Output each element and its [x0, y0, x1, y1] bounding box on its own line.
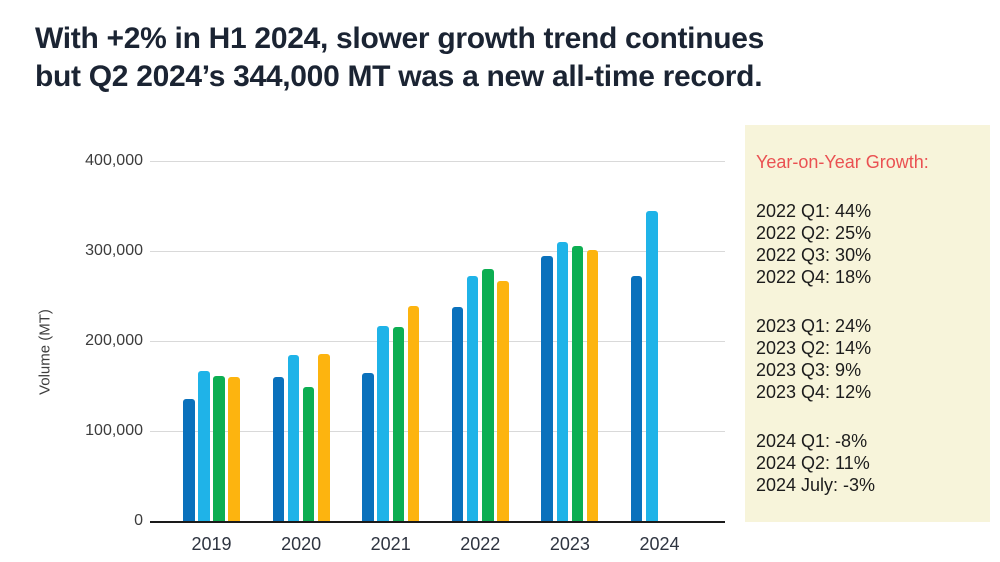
yoy-line: 2023 Q3: 9% [756, 360, 862, 380]
bar-slot [392, 161, 404, 521]
bar-2023-q4 [586, 250, 599, 521]
yoy-line: 2023 Q2: 14% [756, 338, 872, 358]
yoy-line: 2023 Q1: 24% [756, 316, 872, 336]
bar-2022-q3 [482, 269, 494, 521]
bar-2019-q3 [213, 376, 225, 521]
plot-area: 2019 2020 2021 2022 2023 2024 [150, 161, 725, 554]
bar-slot [661, 161, 673, 521]
bar-slot [571, 161, 584, 521]
bar-2019-q4 [228, 377, 240, 521]
bar-2023-q3 [571, 245, 584, 521]
y-tick-label: 200,000 [85, 332, 143, 349]
bar-groups: 2019 2020 2021 2022 2023 2024 [183, 161, 688, 554]
x-tick-label-2019: 2019 [191, 534, 232, 554]
yoy-line: 2024 July: -3% [756, 475, 876, 495]
bar-2021-q1 [362, 373, 374, 521]
gridline [150, 431, 725, 432]
yoy-line: 2022 Q4: 18% [756, 267, 872, 287]
x-tick-label-2022: 2022 [460, 534, 501, 554]
bar-group-2024: 2024 [630, 161, 688, 554]
bar-2020-q4 [318, 353, 330, 521]
yoy-line: 2023 Q4: 12% [756, 382, 872, 402]
bar-slot [407, 161, 420, 521]
bar-slot [451, 161, 464, 521]
yoy-line: 2024 Q1: -8% [756, 431, 868, 451]
yoy-line: 2024 Q2: 11% [756, 453, 870, 473]
bar-2024-q2 [646, 211, 658, 521]
page-title-line-2: but Q2 2024’s 344,000 MT was a new all-t… [35, 60, 763, 93]
bar-slot [541, 161, 553, 521]
yoy-group-2: 2024 Q1: -8% 2024 Q2: 11% 2024 July: -3% [756, 430, 982, 496]
growth-panel: Year-on-Year Growth: 2022 Q1: 44% 2022 Q2… [745, 125, 990, 522]
growth-panel-heading: Year-on-Year Growth: [756, 152, 929, 172]
bar-group-2022: 2022 [451, 161, 509, 554]
bar-group-2021: 2021 [362, 161, 420, 554]
bar-2022-q1 [451, 306, 464, 521]
growth-panel-groups: 2022 Q1: 44% 2022 Q2: 25% 2022 Q3: 30% 2022… [756, 200, 982, 496]
y-tick-label: 0 [134, 512, 143, 529]
bar-2024-q1 [630, 276, 643, 521]
bar-slot [198, 161, 210, 521]
bar-slot [482, 161, 494, 521]
bar-2021-q4 [407, 305, 420, 521]
bar-2021-q3 [392, 326, 404, 521]
x-tick-label-2023: 2023 [549, 534, 590, 554]
bar-2022-q4 [497, 280, 509, 521]
gridline [150, 161, 725, 162]
bar-slot [586, 161, 599, 521]
yoy-line: 2022 Q3: 30% [756, 245, 872, 265]
bar-slot [318, 161, 330, 521]
gridline [150, 341, 725, 342]
bar-slot [497, 161, 509, 521]
bar-2020-q1 [272, 377, 285, 521]
bar-group-2020: 2020 [272, 161, 330, 554]
gridline [150, 251, 725, 252]
x-tick-label-2020: 2020 [281, 534, 322, 554]
yoy-group-0: 2022 Q1: 44% 2022 Q2: 25% 2022 Q3: 30% 2022… [756, 200, 982, 288]
bar-slot [646, 161, 658, 521]
y-tick-label: 100,000 [85, 422, 143, 439]
y-tick-label: 300,000 [85, 242, 143, 259]
bar-slot [630, 161, 643, 521]
bar-2022-q2 [466, 276, 479, 521]
bar-slot [213, 161, 225, 521]
bar-2023-q2 [556, 242, 569, 521]
yoy-line: 2022 Q2: 25% [756, 223, 872, 243]
bar-2020-q3 [302, 386, 315, 521]
bar-2019-q1 [183, 398, 195, 521]
bar-group-2023: 2023 [541, 161, 599, 554]
bar-slot [556, 161, 569, 521]
bar-slot [228, 161, 240, 521]
bar-slot [287, 161, 300, 521]
bar-slot [362, 161, 374, 521]
y-axis-title: Volume (MT) [36, 309, 54, 395]
bar-2019-q2 [198, 370, 210, 521]
bar-slot [183, 161, 195, 521]
bar-2020-q2 [287, 355, 300, 521]
bar-slot [676, 161, 688, 521]
page-title: With +2% in H1 2024, slower growth trend… [35, 20, 764, 96]
bar-slot [272, 161, 285, 521]
bar-slot [302, 161, 315, 521]
x-tick-label-2021: 2021 [370, 534, 411, 554]
y-tick-label: 400,000 [85, 152, 143, 169]
yoy-line: 2022 Q1: 44% [756, 201, 872, 221]
bar-2023-q1 [541, 255, 553, 521]
bar-2021-q2 [377, 325, 389, 521]
bar-slot [377, 161, 389, 521]
yoy-group-1: 2023 Q1: 24% 2023 Q2: 14% 2023 Q3: 9% 2023 … [756, 315, 982, 403]
bar-slot [466, 161, 479, 521]
bar-group-2019: 2019 [183, 161, 240, 554]
page-title-line-1: With +2% in H1 2024, slower growth trend… [35, 22, 765, 55]
x-tick-label-2024: 2024 [639, 534, 680, 554]
